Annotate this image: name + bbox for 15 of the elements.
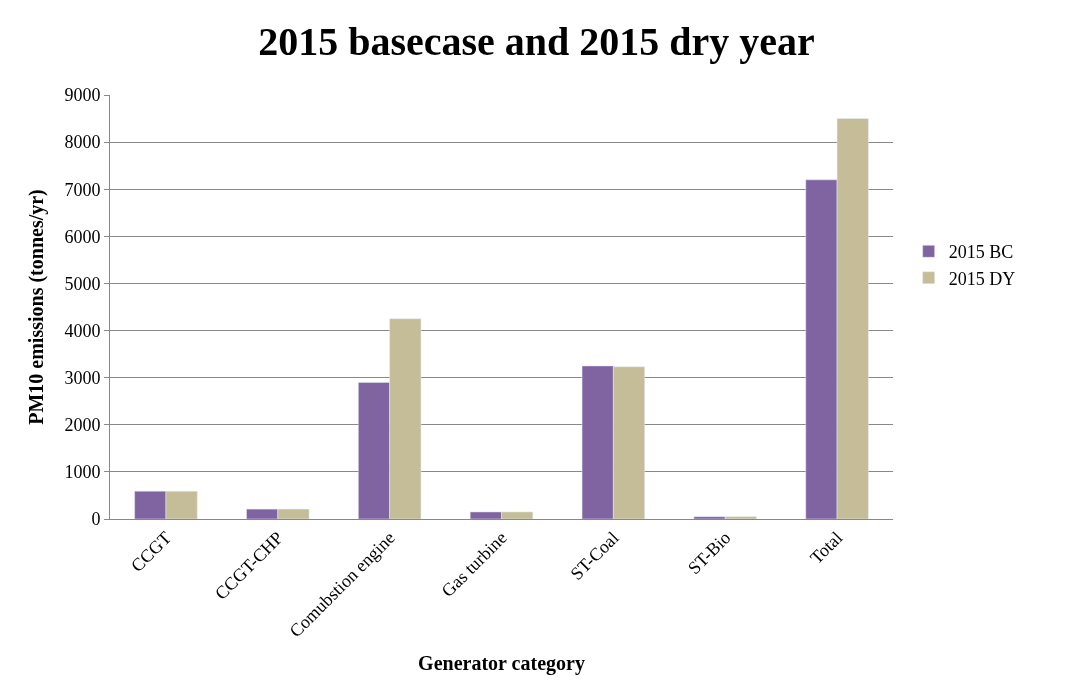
y-tick-label: 0 xyxy=(91,509,101,530)
legend-label: 2015 BC xyxy=(948,242,1014,263)
y-tick-label: 5000 xyxy=(64,273,101,294)
legend-label: 2015 DY xyxy=(948,268,1016,289)
y-tick-label: 4000 xyxy=(64,320,101,341)
y-tick-label: 9000 xyxy=(64,85,101,106)
chart-title: 2015 basecase and 2015 dry year xyxy=(258,19,815,65)
y-tick-label: 8000 xyxy=(64,132,101,153)
y-tick-label: 6000 xyxy=(64,226,101,247)
y-tick-label: 2000 xyxy=(64,415,101,436)
x-axis-title: Generator category xyxy=(418,651,585,675)
y-tick-label: 7000 xyxy=(64,179,101,200)
y-tick-label: 3000 xyxy=(64,367,101,388)
y-axis-title: PM10 emissions (tonnes/yr) xyxy=(24,189,48,425)
y-tick-label: 1000 xyxy=(64,462,101,483)
